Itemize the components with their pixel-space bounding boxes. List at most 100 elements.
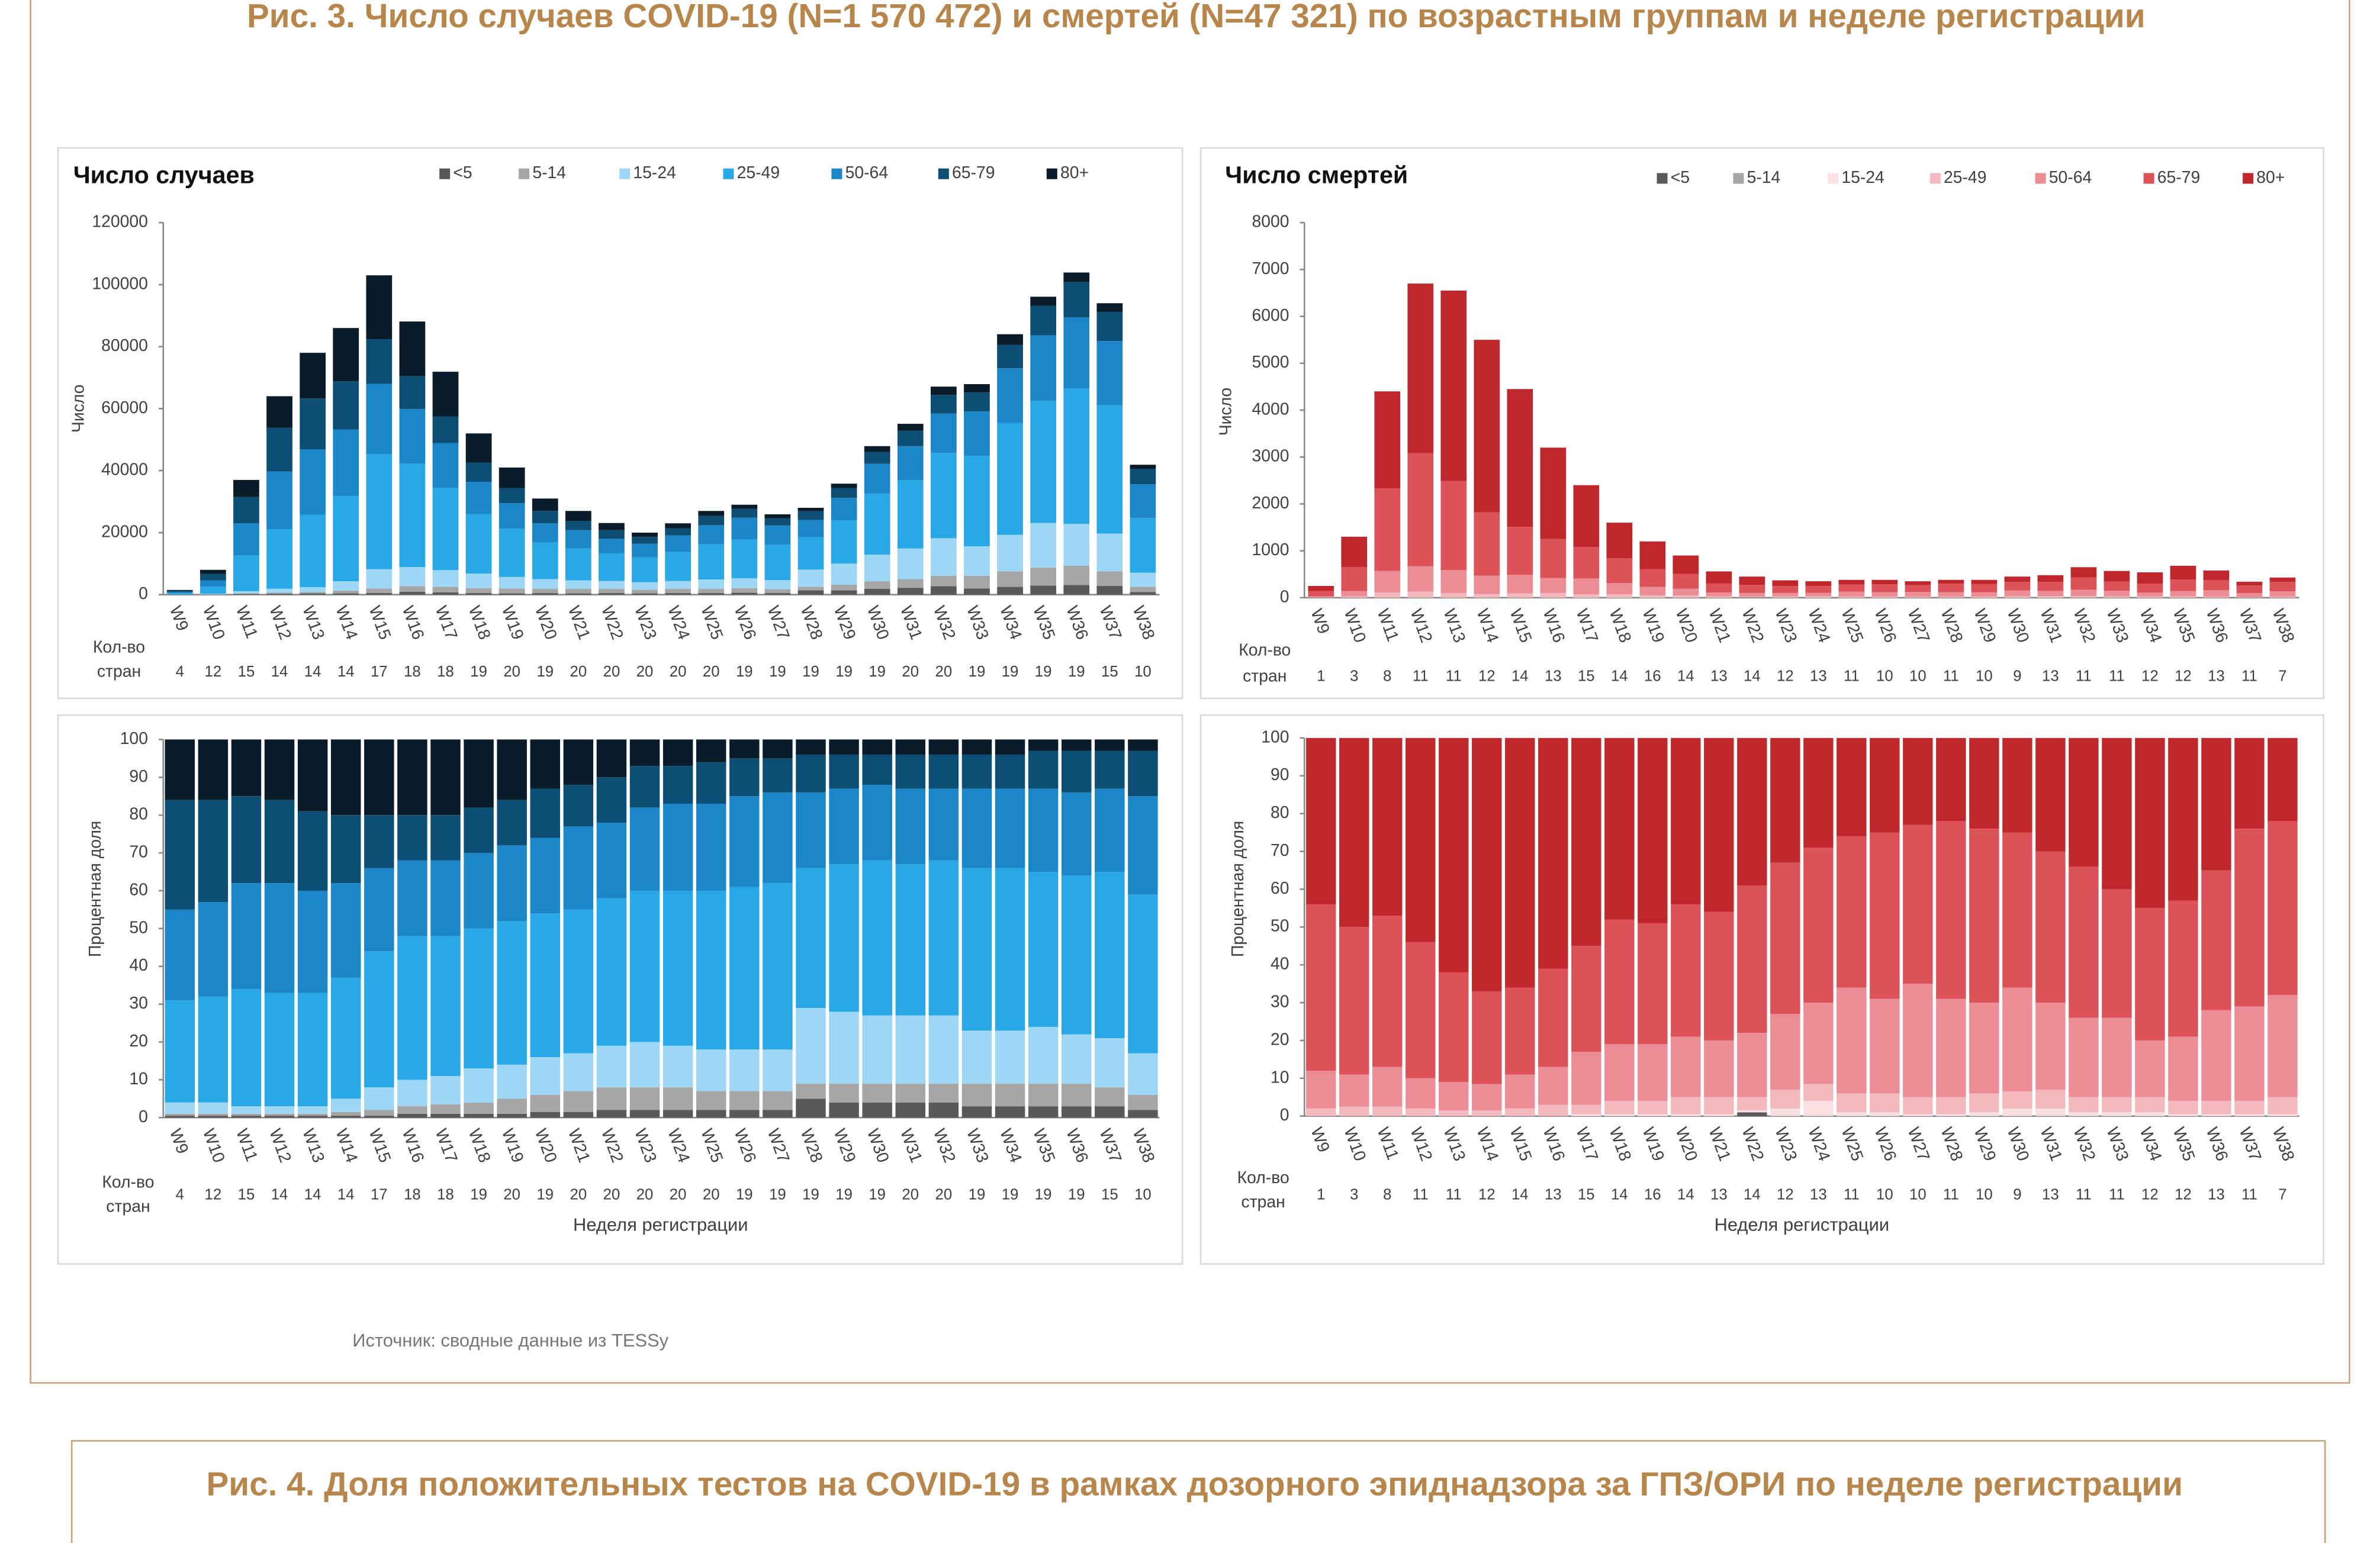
bar-segment (1805, 586, 1832, 593)
bar-segment (1671, 904, 1701, 1037)
y-tick-label: 7000 (1252, 259, 1289, 278)
country-count: 19 (769, 663, 786, 680)
bar-segment (2037, 596, 2064, 598)
panel (57, 147, 1183, 700)
bar-segment (930, 575, 957, 587)
bar-segment (763, 792, 793, 884)
bar-segment (1969, 1093, 1999, 1113)
bar-segment (1308, 586, 1334, 591)
bar-segment (1903, 1114, 1933, 1116)
bar-segment (1903, 1097, 1933, 1114)
bar-segment (763, 758, 793, 793)
bar-segment (297, 811, 328, 891)
bar-segment (198, 1116, 229, 1118)
bar-segment (961, 754, 992, 789)
bar-segment (764, 589, 791, 594)
bar-segment (1971, 579, 1998, 584)
bar-segment (928, 860, 959, 1016)
country-count: 12 (1777, 1186, 1794, 1203)
bar-segment (864, 588, 890, 595)
bar-segment (300, 592, 326, 594)
bar-segment (198, 902, 229, 997)
legend-label: 50-64 (2049, 168, 2092, 187)
bar-segment (862, 1015, 892, 1084)
bar-segment (1474, 575, 1500, 594)
bar-segment (1803, 1084, 1834, 1101)
bar-segment (831, 563, 857, 585)
bar-segment (632, 557, 658, 582)
bar-segment (2069, 1097, 2099, 1113)
figure-frame (30, 0, 2350, 1384)
bar-segment (465, 514, 492, 574)
bar-segment (1095, 872, 1125, 1039)
bar-segment (696, 739, 726, 762)
bar-segment (1061, 1106, 1092, 1118)
bar-segment (895, 1102, 926, 1118)
bar-segment (563, 1112, 594, 1118)
country-count: 14 (304, 1186, 321, 1203)
bar-segment (797, 569, 824, 587)
country-count: 11 (1413, 1186, 1429, 1203)
bar-segment (729, 1091, 760, 1110)
bar-segment (763, 1110, 793, 1118)
y-axis-label: Процентная доля (86, 821, 105, 957)
bar-segment (632, 543, 658, 558)
bar-segment (964, 588, 990, 595)
bar-segment (464, 1068, 494, 1103)
bar-segment (997, 534, 1023, 572)
bar-segment (2004, 596, 2031, 598)
bar-segment (797, 511, 824, 520)
bar-segment (1030, 568, 1057, 586)
bar-segment (530, 739, 561, 789)
bar-segment (629, 739, 660, 766)
bar-segment (563, 826, 594, 910)
bar-segment (1538, 1067, 1568, 1105)
bar-segment (729, 1110, 760, 1118)
bar-segment (1474, 594, 1500, 598)
legend-swatch (1828, 173, 1839, 184)
country-count: 19 (1002, 663, 1019, 680)
bar-segment (1063, 585, 1090, 595)
country-count: 19 (1002, 1186, 1019, 1203)
bar-segment (498, 588, 525, 594)
bar-segment (1096, 586, 1123, 595)
bar-segment (266, 471, 292, 530)
bar-segment (599, 530, 625, 539)
bar-segment (763, 739, 793, 759)
bar-segment (1604, 919, 1635, 1045)
bar-segment (530, 913, 561, 1058)
bar-segment (729, 758, 760, 797)
legend-swatch (2243, 173, 2254, 184)
bar-segment (1737, 1097, 1767, 1111)
bar-segment (997, 587, 1023, 595)
bar-segment (2170, 579, 2196, 591)
bar-segment (563, 739, 594, 785)
bar-segment (1440, 481, 1467, 571)
bar-segment (961, 788, 992, 868)
bar-segment (364, 1116, 394, 1118)
legend-swatch (938, 168, 949, 179)
bar-segment (166, 592, 193, 594)
bar-segment (1095, 1106, 1125, 1118)
y-tick-label: 120000 (92, 212, 148, 231)
bar-segment (1606, 597, 1633, 598)
bar-segment (995, 1030, 1025, 1084)
bar-segment (300, 587, 326, 592)
bar-segment (1339, 1074, 1369, 1107)
bar-segment (366, 569, 393, 589)
bar-segment (1474, 340, 1500, 513)
bar-segment (233, 479, 259, 497)
bar-segment (165, 1000, 195, 1103)
bar-segment (831, 590, 857, 595)
bar-segment (497, 739, 527, 800)
bar-segment (1573, 594, 1600, 598)
bar-segment (2234, 1101, 2265, 1114)
bar-segment (1028, 750, 1059, 789)
bar-segment (165, 1113, 195, 1116)
bar-segment (1128, 1053, 1158, 1095)
bar-segment (632, 532, 658, 537)
bar-segment (897, 446, 924, 481)
bar-segment (198, 739, 229, 800)
bar-segment (997, 368, 1023, 423)
bar-segment (266, 594, 292, 595)
